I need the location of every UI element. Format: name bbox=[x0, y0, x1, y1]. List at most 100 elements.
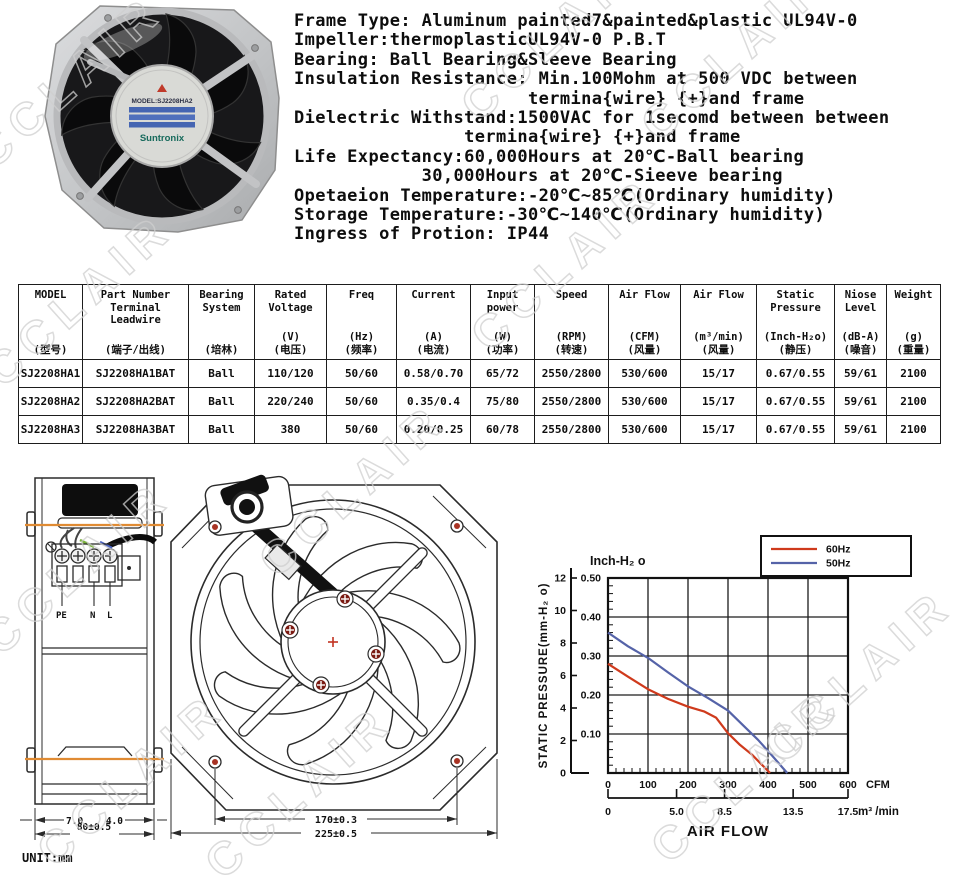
spec-line: Impeller:thermoplasticUL94V-0 P.B.T bbox=[294, 30, 667, 51]
table-row: SJ2208HA1 SJ2208HA1BAT Ball 110/120 50/60 0.5… bbox=[18, 359, 941, 388]
table-row: SJ2208HA3 SJ2208HA3BAT Ball 380 50/60 0.20/0.… bbox=[18, 415, 941, 444]
table-header-cell: Speed (RPM) (转速) bbox=[534, 284, 609, 360]
terminal-label-pe: PE bbox=[56, 611, 67, 621]
table-cell: 50/60 bbox=[326, 359, 397, 388]
table-header-cell: Freq (Hz) (频率) bbox=[326, 284, 397, 360]
header-en-line: Leadwire bbox=[110, 314, 161, 326]
hub-stripe bbox=[129, 114, 195, 120]
header-en-line: Air Flow bbox=[693, 289, 744, 301]
table-cell: 2550/2800 bbox=[534, 415, 609, 444]
spec-text-block: Frame Type: Aluminum painted7&painted&pl… bbox=[294, 11, 890, 245]
y-tick-label-mm: 10 bbox=[554, 605, 566, 617]
gland-cap bbox=[220, 474, 269, 506]
mount-holes bbox=[208, 519, 464, 769]
table-header-cell: Air Flow (CFM) (风量) bbox=[608, 284, 681, 360]
header-cn: (静压) bbox=[778, 343, 813, 356]
x-axis-unit: CFM bbox=[866, 779, 890, 791]
corner-screw bbox=[251, 44, 259, 52]
header-unit: (RPM) bbox=[555, 331, 588, 343]
hub-logo bbox=[157, 84, 167, 92]
y-tick-label-mm: 6 bbox=[560, 670, 566, 682]
y-tick-label-inch: 0.10 bbox=[581, 729, 602, 741]
header-en-line: Air Flow bbox=[619, 289, 670, 301]
bottom-bracket bbox=[57, 746, 133, 757]
table-cell: Ball bbox=[188, 415, 255, 444]
table-cell: Ball bbox=[188, 359, 255, 388]
table-header-cell: Bearing System (培林) bbox=[188, 284, 255, 360]
frame-highlight bbox=[83, 23, 163, 61]
table-header-cell: Part Number Terminal Leadwire (端子/出线) bbox=[82, 284, 189, 360]
table-cell: 60/78 bbox=[470, 415, 535, 444]
terminal-label-l: L bbox=[107, 611, 113, 621]
table-cell: SJ2208HA3 bbox=[18, 415, 83, 444]
spec-line: 30,000Hours at 20℃-Sieeve bearing bbox=[294, 166, 783, 187]
header-en-line: MODEL bbox=[34, 289, 67, 301]
x-tick-label: 400 bbox=[759, 779, 777, 791]
corner-screw bbox=[104, 14, 112, 22]
y-tick-label-mm: 8 bbox=[560, 638, 566, 650]
table-cell: 15/17 bbox=[680, 387, 757, 416]
spec-line: Frame Type: Aluminum painted7&painted&pl… bbox=[294, 11, 858, 31]
corner-screw bbox=[76, 192, 84, 200]
header-cn: (培林) bbox=[204, 343, 239, 356]
hub-ring bbox=[115, 69, 209, 163]
header-en-line: Speed bbox=[555, 289, 588, 301]
header-cn: (噪音) bbox=[843, 343, 878, 356]
table-header-cell: MODEL (型号) bbox=[18, 284, 83, 360]
table-cell: SJ2208HA1 bbox=[18, 359, 83, 388]
wires bbox=[59, 527, 157, 550]
header-unit: (Inch-H₂o) bbox=[763, 331, 828, 343]
table-cell: SJ2208HA2 bbox=[18, 387, 83, 416]
table-cell: 220/240 bbox=[254, 387, 327, 416]
fan-photo: MODEL:SJ2208HA2 Suntronix bbox=[28, 0, 290, 244]
side-frame bbox=[34, 477, 155, 805]
header-en-line: Rated bbox=[274, 289, 307, 301]
chart-legend: 60Hz 50Hz bbox=[760, 535, 912, 577]
dim-label-225: 225±0.5 bbox=[315, 829, 357, 840]
header-unit: (m³/min) bbox=[693, 331, 744, 343]
table-header-cell: Input power (W) (功率) bbox=[470, 284, 535, 360]
x-tick-label: 100 bbox=[639, 779, 657, 791]
capacitor-box bbox=[117, 555, 141, 581]
y-tick-label-mm: 2 bbox=[560, 735, 566, 747]
table-cell: 59/61 bbox=[834, 415, 887, 444]
series-60Hz bbox=[607, 662, 771, 774]
header-cn: (电流) bbox=[416, 343, 451, 356]
front-view-drawing: 170±0.3 225±0.5 bbox=[163, 465, 513, 869]
unit-label: UNIT:mm bbox=[22, 851, 73, 865]
table-header-cell: Current (A) (电流) bbox=[396, 284, 471, 360]
x2-tick-label: 5.0 bbox=[669, 806, 684, 818]
spec-line: Ingress of Protion: IP44 bbox=[294, 224, 550, 245]
hub-stripe bbox=[129, 122, 195, 128]
table-cell: 2100 bbox=[886, 387, 941, 416]
header-unit: (Hz) bbox=[348, 331, 375, 343]
chart-svg: 0 100 200 300 400 500 600 CFM0.100.200.300.400.… bbox=[538, 535, 912, 840]
table-cell: 0.67/0.55 bbox=[756, 415, 835, 444]
spec-line: Storage Temperature:-30℃~140℃(Ordinary h… bbox=[294, 205, 826, 226]
table-cell: 380 bbox=[254, 415, 327, 444]
table-cell: 65/72 bbox=[470, 359, 535, 388]
table-header-cell: Rated Voltage (V) (电压) bbox=[254, 284, 327, 360]
x2-tick-label: 17.5 bbox=[838, 806, 859, 818]
spec-line: Dielectric Withstand:1500VAC for 1secomd… bbox=[294, 108, 890, 129]
chart-title: Inch-H₂ o bbox=[590, 554, 646, 568]
table-cell: 2100 bbox=[886, 415, 941, 444]
spec-table-wrap: MODEL (型号) Part Number Terminal Leadwire (端子/… bbox=[18, 284, 941, 444]
header-cn: (频率) bbox=[344, 343, 379, 356]
header-en-line: power bbox=[486, 301, 519, 314]
table-cell: 2550/2800 bbox=[534, 359, 609, 388]
motor-block bbox=[62, 484, 138, 516]
table-header-cell: Air Flow (m³/min) (风量) bbox=[680, 284, 757, 360]
header-en-line: Weight bbox=[894, 289, 933, 301]
header-en-line: Input bbox=[486, 289, 519, 301]
x-tick-label: 0 bbox=[605, 779, 611, 791]
header-cn: (重量) bbox=[896, 343, 931, 356]
spec-line: Opetaeion Temperature:-20℃~85℃(Ordinary … bbox=[294, 185, 836, 206]
terminal-leaders bbox=[61, 582, 111, 606]
header-en-line: Bearing bbox=[199, 289, 244, 301]
x2-tick-label: 13.5 bbox=[783, 806, 804, 818]
terminal-screws bbox=[54, 548, 118, 583]
header-cn: (型号) bbox=[33, 343, 68, 356]
terminal-block bbox=[51, 543, 123, 587]
front-guard-spokes bbox=[238, 547, 428, 737]
